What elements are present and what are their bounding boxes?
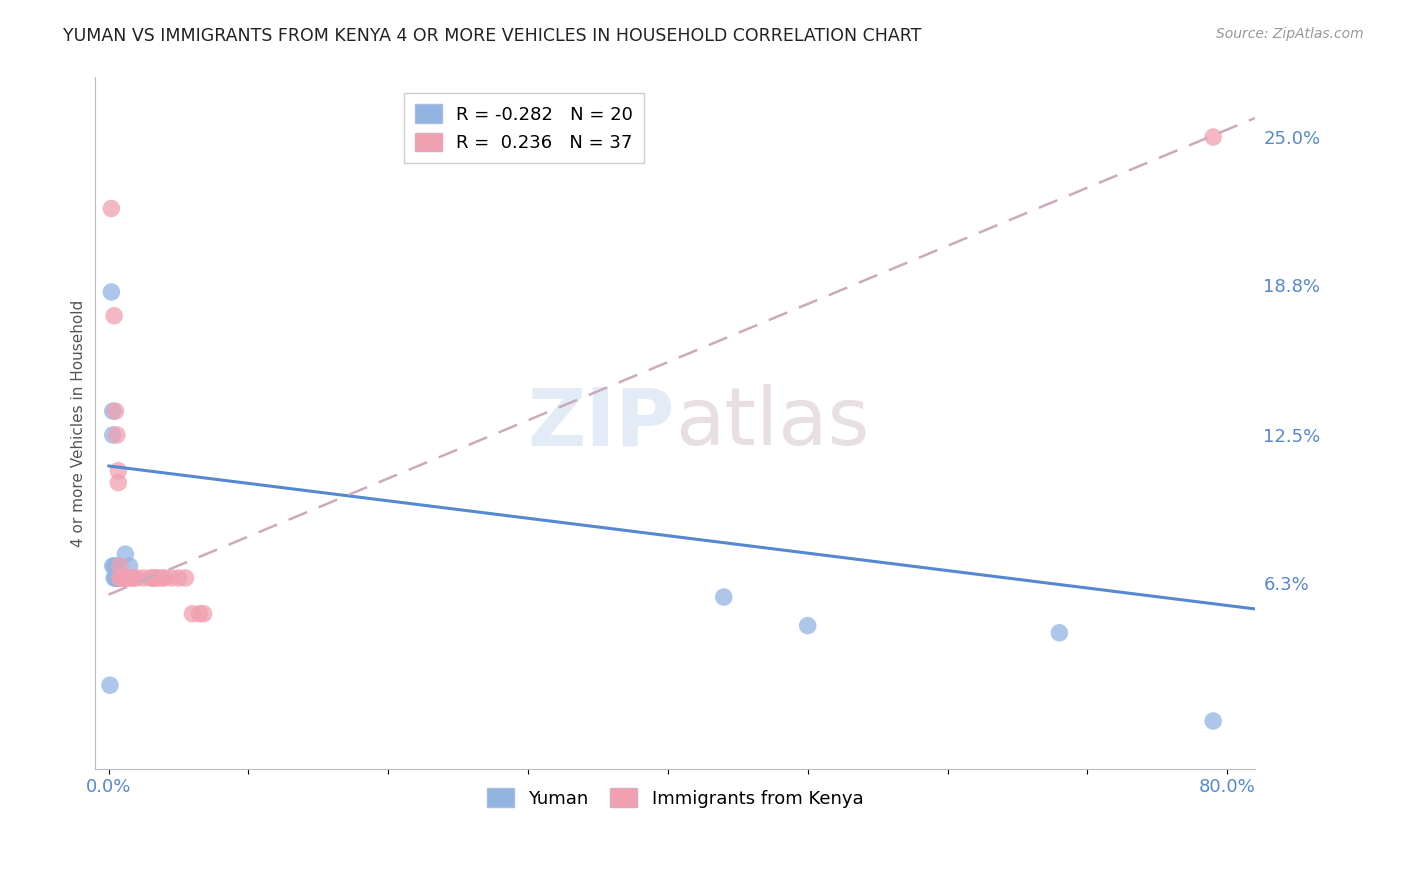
Point <box>188 607 211 621</box>
Point <box>104 571 127 585</box>
Point <box>111 571 134 585</box>
Point <box>193 607 215 621</box>
Point <box>1202 714 1225 728</box>
Point <box>118 559 141 574</box>
Point <box>118 571 141 585</box>
Point <box>143 571 166 585</box>
Point <box>142 571 165 585</box>
Point <box>181 607 204 621</box>
Point <box>1047 625 1070 640</box>
Y-axis label: 4 or more Vehicles in Household: 4 or more Vehicles in Household <box>72 300 86 547</box>
Point <box>107 475 129 490</box>
Point <box>107 464 129 478</box>
Point <box>105 559 128 574</box>
Point <box>160 571 183 585</box>
Point <box>101 404 124 418</box>
Point <box>108 559 131 574</box>
Point <box>796 618 818 632</box>
Point <box>111 571 134 585</box>
Point <box>114 571 136 585</box>
Point <box>100 285 122 299</box>
Point <box>103 559 125 574</box>
Point <box>110 571 132 585</box>
Point <box>108 571 131 585</box>
Point <box>125 571 148 585</box>
Point <box>153 571 176 585</box>
Point <box>167 571 190 585</box>
Point <box>111 571 134 585</box>
Point <box>105 571 128 585</box>
Point <box>100 202 122 216</box>
Point <box>111 571 134 585</box>
Point <box>105 428 128 442</box>
Point <box>101 559 124 574</box>
Point <box>713 590 735 604</box>
Point <box>139 571 162 585</box>
Point <box>146 571 169 585</box>
Point <box>98 678 121 692</box>
Point <box>111 571 134 585</box>
Point <box>150 571 173 585</box>
Text: Source: ZipAtlas.com: Source: ZipAtlas.com <box>1216 27 1364 41</box>
Point <box>174 571 197 585</box>
Point <box>114 547 136 561</box>
Point <box>104 404 127 418</box>
Point <box>1202 130 1225 145</box>
Point <box>122 571 145 585</box>
Point <box>108 571 131 585</box>
Point <box>115 571 138 585</box>
Point <box>104 571 127 585</box>
Point <box>107 571 129 585</box>
Legend: Yuman, Immigrants from Kenya: Yuman, Immigrants from Kenya <box>479 781 870 815</box>
Point <box>103 309 125 323</box>
Point <box>120 571 142 585</box>
Point <box>107 571 129 585</box>
Point <box>101 428 124 442</box>
Point <box>110 571 132 585</box>
Point <box>111 571 134 585</box>
Text: ZIP: ZIP <box>527 384 675 462</box>
Point <box>103 571 125 585</box>
Text: YUMAN VS IMMIGRANTS FROM KENYA 4 OR MORE VEHICLES IN HOUSEHOLD CORRELATION CHART: YUMAN VS IMMIGRANTS FROM KENYA 4 OR MORE… <box>63 27 922 45</box>
Text: atlas: atlas <box>675 384 869 462</box>
Point <box>110 571 132 585</box>
Point <box>132 571 155 585</box>
